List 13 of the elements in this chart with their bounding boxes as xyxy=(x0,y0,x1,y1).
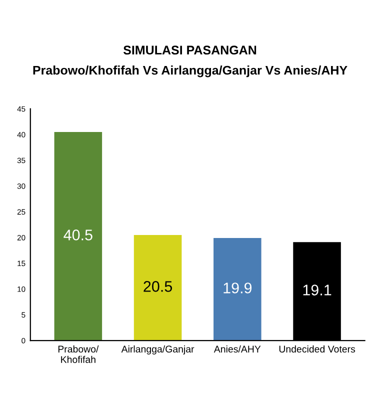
data-label: 40.5 xyxy=(64,230,92,240)
data-label: 19.9 xyxy=(224,282,252,294)
bar xyxy=(134,234,182,341)
x-tick-label: Undecided Voters xyxy=(279,345,356,353)
chart-subtitle: Prabowo/Khofifah Vs Airlangga/Ganjar Vs Anies/AHY xyxy=(33,65,348,78)
x-tick-label: Prabowo/ Khofifah xyxy=(58,345,99,364)
chart-title: SIMULASI PASANGAN xyxy=(123,46,256,55)
x-tick-label: Airlangga/Ganjar xyxy=(121,345,194,354)
x-tick-label: Anies/AHY xyxy=(214,345,261,353)
bar xyxy=(54,132,102,341)
bar xyxy=(214,238,262,341)
data-label: 20.5 xyxy=(144,281,172,292)
data-label: 19.1 xyxy=(303,284,332,296)
